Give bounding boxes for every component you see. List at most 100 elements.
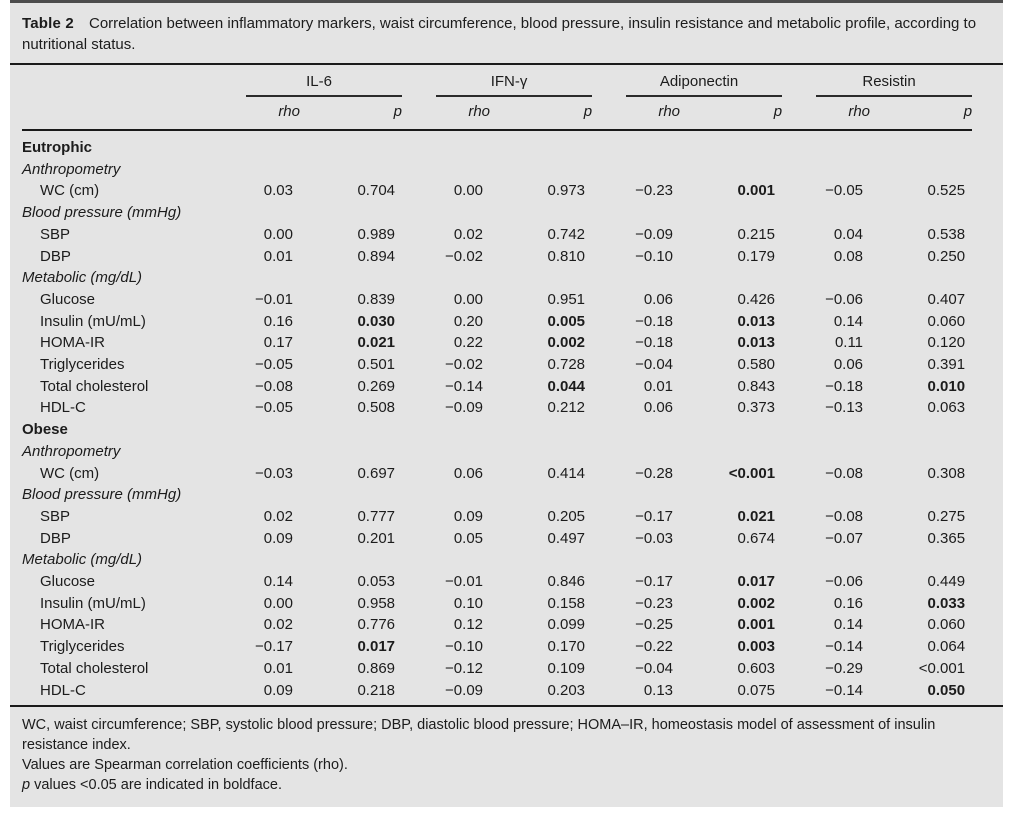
data-row: Triglycerides −0.17 0.017 −0.10 0.170 −0.22 0.… [22,636,972,658]
rho-value-cell: 0.14 [833,616,864,634]
rho-value-cell: −0.06 [825,290,864,308]
rho-value-cell: 0.02 [453,225,484,243]
column-group-4: Resistin [782,65,973,97]
p-value-cell: 0.060 [927,312,966,330]
p-value-cell: 0.003 [737,638,776,656]
section-header: Obese [22,421,68,439]
rho-value-cell: −0.17 [635,573,674,591]
p-column-header: p [870,97,973,131]
p-value-cell: 0.951 [547,290,586,308]
rho-value-cell: 0.14 [833,312,864,330]
subsection-header: Blood pressure (mmHg) [22,204,182,222]
footnote-text: WC, waist circumference; SBP, systolic b… [22,717,936,754]
footnote-line: Values are Spearman correlation coeffici… [22,755,981,775]
p-value-cell: 0.179 [737,247,776,265]
p-value-cell: 0.218 [357,681,396,699]
rho-value-cell: −0.04 [635,659,674,677]
p-value-cell: 0.030 [357,312,396,330]
rho-value-cell: 0.06 [453,464,484,482]
column-sub-row: rho p rho p rho p rho p [22,97,973,131]
rho-value-cell: −0.25 [635,616,674,634]
data-row: HOMA-IR 0.02 0.776 0.12 0.099 −0.25 0.001 0.14 0… [22,614,972,636]
rho-value-cell: −0.08 [255,377,293,395]
row-label: Glucose [40,290,96,308]
rho-value-cell: 0.01 [643,377,674,395]
data-row: DBP 0.09 0.201 0.05 0.497 −0.03 0.674 −0.07 0.36… [22,528,972,550]
data-row: Insulin (mU/mL) 0.16 0.030 0.20 0.005 −0.18 0.… [22,311,972,333]
p-value-cell: 0.212 [547,399,586,417]
p-value-cell: 0.201 [357,529,396,547]
rho-value-cell: −0.29 [825,659,864,677]
row-label: Insulin (mU/mL) [40,594,146,612]
column-group-2: IFN-γ [402,65,593,97]
correlation-table: IL-6 IFN-γ Adiponectin Resistin rho p rho p rho… [22,65,973,705]
p-value-cell: 0.989 [357,225,396,243]
p-value-cell: 0.013 [737,312,776,330]
footnotes: WC, waist circumference; SBP, systolic b… [10,707,1003,807]
p-column-header: p [490,97,593,131]
p-value-cell: 0.777 [357,507,396,525]
table-body: Eutrophic Anthropometry WC (cm) 0.03 0.704 0.… [22,130,972,705]
p-value-cell: 0.017 [737,573,776,591]
rho-column-header: rho [212,97,300,131]
rho-value-cell: 0.06 [643,290,674,308]
subsection-row: Blood pressure (mmHg) [22,484,972,506]
column-group-label: IL-6 [306,73,332,90]
rho-value-cell: 0.05 [453,529,484,547]
column-group-underline [436,95,593,97]
rho-value-cell: 0.17 [263,334,293,352]
subsection-header: Anthropometry [22,160,121,178]
rho-column-header: rho [782,97,871,131]
rho-value-cell: −0.05 [255,399,293,417]
column-group-row: IL-6 IFN-γ Adiponectin Resistin [22,65,973,97]
row-label: SBP [40,507,71,525]
rho-value-cell: 0.06 [643,399,674,417]
rho-value-cell: 0.00 [263,594,293,612]
column-group-underline [816,95,973,97]
rho-value-cell: 0.06 [833,356,864,374]
row-label: Insulin (mU/mL) [40,312,146,330]
rho-value-cell: −0.09 [445,399,484,417]
rho-value-cell: −0.01 [445,573,484,591]
footnote-text: values <0.05 are indicated in boldface. [30,777,282,794]
p-value-cell: 0.064 [927,638,966,656]
p-value-cell: 0.215 [737,225,776,243]
footnote-text: Values are Spearman correlation coeffici… [22,757,348,774]
rho-value-cell: 0.09 [263,529,293,547]
rho-value-cell: −0.09 [445,681,484,699]
p-value-cell: 0.846 [547,573,586,591]
rho-value-cell: −0.03 [255,464,293,482]
p-column-header: p [300,97,403,131]
rho-value-cell: −0.08 [825,507,864,525]
rho-value-cell: −0.05 [825,182,864,200]
rho-value-cell: 0.22 [453,334,484,352]
column-group-label: Resistin [862,73,916,90]
p-value-cell: 0.373 [737,399,776,417]
data-row: SBP 0.00 0.989 0.02 0.742 −0.09 0.215 0.04 0.538 [22,224,972,246]
rho-value-cell: −0.06 [825,573,864,591]
rho-value-cell: −0.13 [825,399,864,417]
corner-cell [22,97,212,131]
corner-cell [22,65,212,97]
p-value-cell: 0.728 [547,356,586,374]
p-value-cell: 0.810 [547,247,586,265]
p-value-cell: 0.120 [927,334,966,352]
rho-value-cell: 0.00 [453,182,484,200]
p-value-cell: 0.109 [547,659,586,677]
row-label: HOMA-IR [40,616,105,634]
rho-value-cell: −0.12 [445,659,484,677]
rho-column-header: rho [592,97,681,131]
p-column-header: p [680,97,783,131]
p-value-cell: 0.170 [547,638,586,656]
column-group-label: Adiponectin [659,73,739,90]
data-row: DBP 0.01 0.894 −0.02 0.810 −0.10 0.179 0.08 0.25… [22,246,972,268]
rho-value-cell: −0.07 [825,529,864,547]
rho-value-cell: −0.09 [635,225,674,243]
p-value-cell: 0.269 [357,377,396,395]
row-label: Total cholesterol [40,659,149,677]
data-row: Insulin (mU/mL) 0.00 0.958 0.10 0.158 −0.23 0.… [22,593,972,615]
footnote-italic-prefix: p [22,777,31,794]
column-group-1: IL-6 [212,65,403,97]
p-value-cell: 0.005 [547,312,586,330]
p-value-cell: 0.021 [357,334,396,352]
